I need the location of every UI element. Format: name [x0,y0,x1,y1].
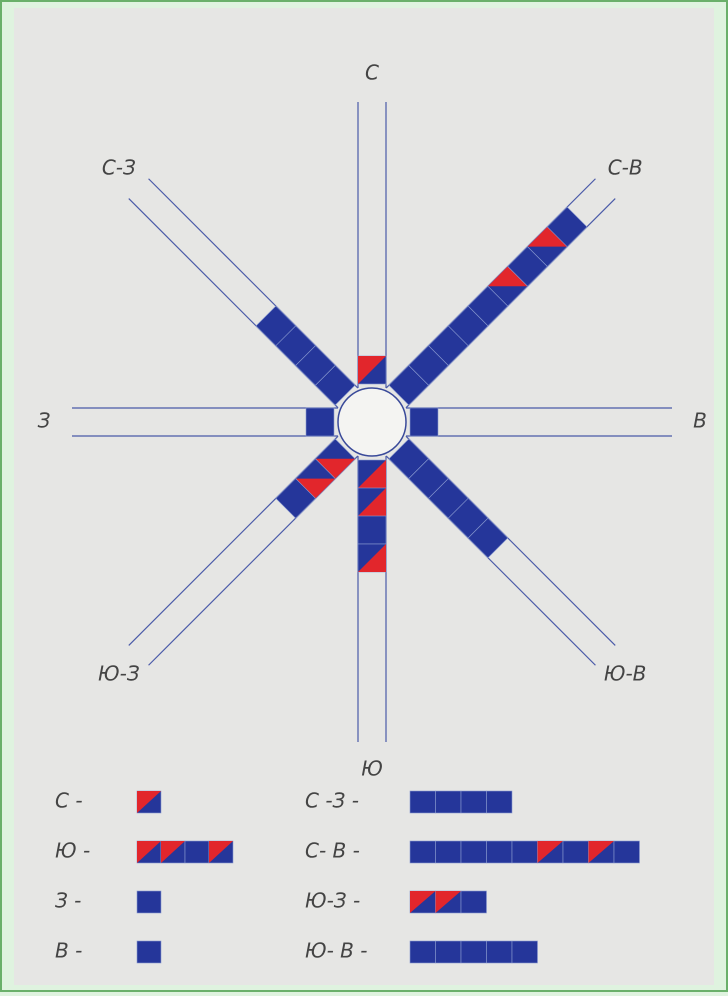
cell-red-half [315,458,356,479]
arm [72,407,338,437]
cell [562,840,589,864]
cell [511,840,538,864]
legend-label: В - [55,939,82,963]
cell [136,940,162,964]
arm [385,435,616,666]
cell [435,790,462,814]
direction-label: В [693,409,707,433]
cell-red-half [295,478,336,499]
arm [406,407,672,437]
cell [357,515,387,545]
cell [255,305,297,347]
direction-label: С-В [608,155,643,179]
legend: С - С- В - В - Ю- В - Ю - Ю-З - З - С -З - [55,789,640,964]
cell [275,478,316,519]
arm [128,178,359,409]
cell [486,940,513,964]
cell [486,840,513,864]
cell-red-half [527,226,568,247]
cell [305,407,335,437]
cell [460,840,487,864]
direction-label: С [365,61,379,85]
legend-label: Ю - [55,839,90,863]
cell-red-half [137,841,161,863]
cell [486,790,513,814]
arm [128,435,359,666]
cell-red-half [435,891,461,913]
cell [460,940,487,964]
cell [409,407,439,437]
cell [511,940,538,964]
cell-red-half [358,544,386,572]
cell [435,840,462,864]
cell-red-half [358,488,386,516]
cell [460,890,487,914]
legend-label: С- В - [305,839,360,863]
legend-label: С - [55,789,83,813]
direction-label: Ю-З [98,662,140,686]
cell [409,940,436,964]
rose: С С-В В Ю-В Ю Ю-З З С-З [38,61,707,781]
cell-red-half [209,841,233,863]
legend-label: Ю- В - [305,939,367,963]
cell-red-half [588,841,614,863]
direction-label: Ю-В [604,662,647,686]
legend-label: С -З - [305,789,359,813]
cell-red-half [137,791,161,813]
center-circle [337,387,407,457]
cell [546,206,588,248]
cell [409,840,436,864]
direction-label: Ю [361,757,383,781]
cell-red-half [161,841,185,863]
cell [467,517,509,559]
cell [409,790,436,814]
arm [357,456,387,742]
direction-label: С-З [102,155,136,179]
legend-label: Ю-З - [305,889,360,913]
cell-red-half [358,460,386,488]
cell-red-half [537,841,563,863]
cell [136,890,162,914]
cell [460,790,487,814]
cell [184,840,210,864]
cell-red-half [410,891,436,913]
cell [613,840,640,864]
arm [357,102,387,388]
cell [435,940,462,964]
arm [385,178,616,409]
cell-red-half [358,356,386,384]
legend-label: З - [55,889,81,913]
cell-red-half [487,266,528,287]
direction-label: З [38,409,51,433]
